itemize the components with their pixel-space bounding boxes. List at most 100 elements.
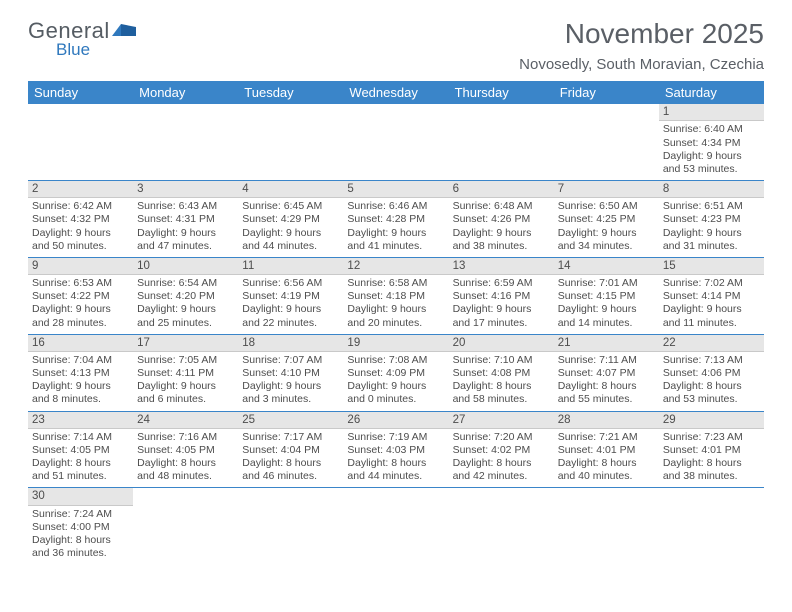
sunrise-text: Sunrise: 6:42 AM (32, 200, 129, 213)
weekday-header-row: SundayMondayTuesdayWednesdayThursdayFrid… (28, 81, 764, 104)
daylight-text: Daylight: 9 hours and 0 minutes. (347, 380, 444, 406)
day-number: 27 (449, 412, 554, 429)
sunset-text: Sunset: 4:23 PM (663, 213, 760, 226)
calendar-day-cell: 4Sunrise: 6:45 AMSunset: 4:29 PMDaylight… (238, 180, 343, 257)
sunset-text: Sunset: 4:22 PM (32, 290, 129, 303)
day-number: 30 (28, 488, 133, 505)
calendar-week-row: 9Sunrise: 6:53 AMSunset: 4:22 PMDaylight… (28, 257, 764, 334)
daylight-text: Daylight: 8 hours and 36 minutes. (32, 534, 129, 560)
calendar-empty-cell (28, 104, 133, 180)
day-number: 20 (449, 335, 554, 352)
daylight-text: Daylight: 8 hours and 48 minutes. (137, 457, 234, 483)
calendar-week-row: 1Sunrise: 6:40 AMSunset: 4:34 PMDaylight… (28, 104, 764, 180)
day-number: 2 (28, 181, 133, 198)
calendar-empty-cell (659, 488, 764, 564)
calendar-day-cell: 3Sunrise: 6:43 AMSunset: 4:31 PMDaylight… (133, 180, 238, 257)
sunrise-text: Sunrise: 7:14 AM (32, 431, 129, 444)
sunset-text: Sunset: 4:05 PM (137, 444, 234, 457)
daylight-text: Daylight: 8 hours and 38 minutes. (663, 457, 760, 483)
sunrise-text: Sunrise: 7:10 AM (453, 354, 550, 367)
calendar-empty-cell (238, 104, 343, 180)
daylight-text: Daylight: 9 hours and 44 minutes. (242, 227, 339, 253)
calendar-empty-cell (343, 104, 448, 180)
sunset-text: Sunset: 4:18 PM (347, 290, 444, 303)
sunrise-text: Sunrise: 6:59 AM (453, 277, 550, 290)
day-number: 12 (343, 258, 448, 275)
sunset-text: Sunset: 4:10 PM (242, 367, 339, 380)
calendar-day-cell: 10Sunrise: 6:54 AMSunset: 4:20 PMDayligh… (133, 257, 238, 334)
sunrise-text: Sunrise: 7:11 AM (558, 354, 655, 367)
daylight-text: Daylight: 8 hours and 53 minutes. (663, 380, 760, 406)
weekday-header: Wednesday (343, 81, 448, 104)
month-title: November 2025 (519, 18, 764, 50)
daylight-text: Daylight: 8 hours and 42 minutes. (453, 457, 550, 483)
calendar-day-cell: 12 Sunrise: 6:58 AMSunset: 4:18 PMDayligh… (343, 257, 448, 334)
sunset-text: Sunset: 4:32 PM (32, 213, 129, 226)
sunset-text: Sunset: 4:07 PM (558, 367, 655, 380)
daylight-text: Daylight: 8 hours and 51 minutes. (32, 457, 129, 483)
calendar-day-cell: 13Sunrise: 6:59 AMSunset: 4:16 PMDayligh… (449, 257, 554, 334)
daylight-text: Daylight: 8 hours and 58 minutes. (453, 380, 550, 406)
sunset-text: Sunset: 4:03 PM (347, 444, 444, 457)
day-number: 1 (659, 104, 764, 121)
sunrise-text: Sunrise: 6:56 AM (242, 277, 339, 290)
day-number: 21 (554, 335, 659, 352)
daylight-text: Daylight: 9 hours and 3 minutes. (242, 380, 339, 406)
calendar-empty-cell (133, 104, 238, 180)
sunrise-text: Sunrise: 7:08 AM (347, 354, 444, 367)
day-number: 11 (238, 258, 343, 275)
calendar-day-cell: 21 Sunrise: 7:11 AMSunset: 4:07 PMDayligh… (554, 334, 659, 411)
calendar-day-cell: 27 Sunrise: 7:20 AMSunset: 4:02 PMDayligh… (449, 411, 554, 488)
daylight-text: Daylight: 9 hours and 34 minutes. (558, 227, 655, 253)
day-number: 17 (133, 335, 238, 352)
calendar-empty-cell (449, 488, 554, 564)
sunrise-text: Sunrise: 7:02 AM (663, 277, 760, 290)
sunset-text: Sunset: 4:01 PM (663, 444, 760, 457)
calendar-page: General Blue November 2025 Novosedly, So… (0, 0, 792, 582)
calendar-day-cell: 8Sunrise: 6:51 AMSunset: 4:23 PMDaylight… (659, 180, 764, 257)
calendar-day-cell: 5Sunrise: 6:46 AMSunset: 4:28 PMDaylight… (343, 180, 448, 257)
calendar-day-cell: 7Sunrise: 6:50 AMSunset: 4:25 PMDaylight… (554, 180, 659, 257)
daylight-text: Daylight: 9 hours and 22 minutes. (242, 303, 339, 329)
sunrise-text: Sunrise: 7:04 AM (32, 354, 129, 367)
sunrise-text: Sunrise: 6:43 AM (137, 200, 234, 213)
day-number: 6 (449, 181, 554, 198)
sunset-text: Sunset: 4:08 PM (453, 367, 550, 380)
logo: General Blue (28, 18, 138, 60)
sunrise-text: Sunrise: 6:51 AM (663, 200, 760, 213)
sunrise-text: Sunrise: 6:40 AM (663, 123, 760, 136)
daylight-text: Daylight: 9 hours and 20 minutes. (347, 303, 444, 329)
calendar-day-cell: 18Sunrise: 7:07 AMSunset: 4:10 PMDayligh… (238, 334, 343, 411)
calendar-empty-cell (449, 104, 554, 180)
daylight-text: Daylight: 8 hours and 44 minutes. (347, 457, 444, 483)
weekday-header: Thursday (449, 81, 554, 104)
calendar-day-cell: 30Sunrise: 7:24 AMSunset: 4:00 PMDayligh… (28, 488, 133, 564)
sunrise-text: Sunrise: 7:01 AM (558, 277, 655, 290)
logo-flag-icon (112, 22, 140, 45)
sunrise-text: Sunrise: 6:53 AM (32, 277, 129, 290)
calendar-week-row: 23Sunrise: 7:14 AMSunset: 4:05 PMDayligh… (28, 411, 764, 488)
daylight-text: Daylight: 9 hours and 25 minutes. (137, 303, 234, 329)
sunrise-text: Sunrise: 7:05 AM (137, 354, 234, 367)
daylight-text: Daylight: 9 hours and 14 minutes. (558, 303, 655, 329)
weekday-header: Sunday (28, 81, 133, 104)
day-number: 13 (449, 258, 554, 275)
daylight-text: Daylight: 9 hours and 31 minutes. (663, 227, 760, 253)
calendar-day-cell: 20 Sunrise: 7:10 AMSunset: 4:08 PMDayligh… (449, 334, 554, 411)
day-number: 3 (133, 181, 238, 198)
day-number: 10 (133, 258, 238, 275)
daylight-text: Daylight: 8 hours and 55 minutes. (558, 380, 655, 406)
sunset-text: Sunset: 4:04 PM (242, 444, 339, 457)
day-number: 14 (554, 258, 659, 275)
sunset-text: Sunset: 4:02 PM (453, 444, 550, 457)
sunset-text: Sunset: 4:20 PM (137, 290, 234, 303)
sunrise-text: Sunrise: 7:20 AM (453, 431, 550, 444)
sunrise-text: Sunrise: 6:58 AM (347, 277, 444, 290)
daylight-text: Daylight: 9 hours and 47 minutes. (137, 227, 234, 253)
day-number: 26 (343, 412, 448, 429)
calendar-empty-cell (554, 488, 659, 564)
sunrise-text: Sunrise: 7:13 AM (663, 354, 760, 367)
weekday-header: Saturday (659, 81, 764, 104)
sunrise-text: Sunrise: 6:45 AM (242, 200, 339, 213)
sunrise-text: Sunrise: 7:19 AM (347, 431, 444, 444)
